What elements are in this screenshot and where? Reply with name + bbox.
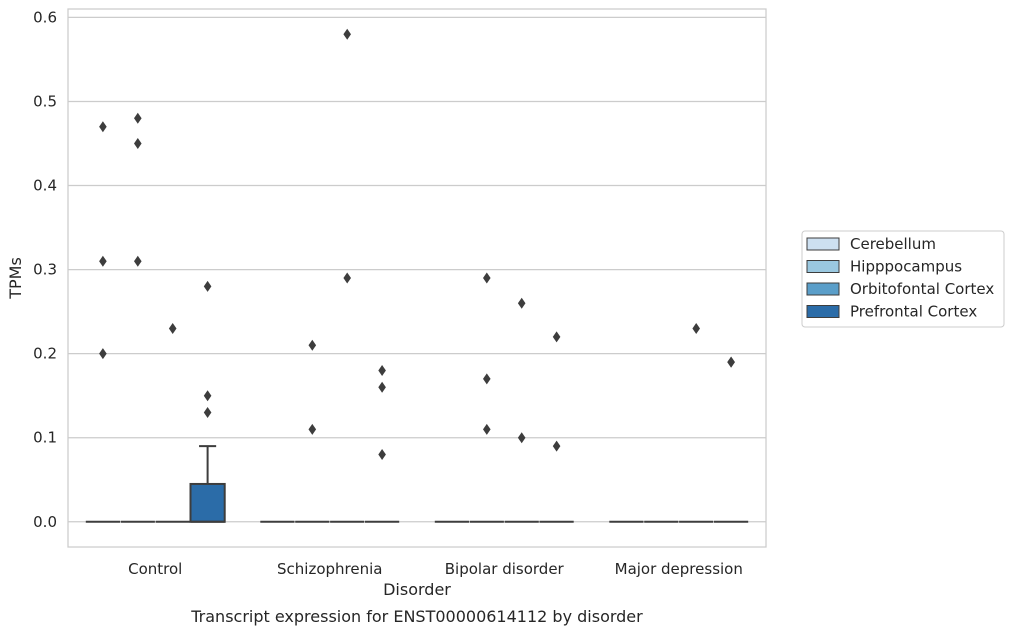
outlier-point xyxy=(343,272,351,284)
y-axis-title: TPMs xyxy=(6,257,25,300)
legend-label: Cerebellum xyxy=(850,235,936,253)
chart-caption: Transcript expression for ENST0000061411… xyxy=(190,607,643,626)
legend-swatch xyxy=(806,237,840,251)
y-tick-label: 0.0 xyxy=(33,513,57,531)
legend-swatch xyxy=(806,282,840,296)
x-tick-label: Schizophrenia xyxy=(277,560,382,578)
legend-label: Hipppocampus xyxy=(850,258,962,276)
grid-layer xyxy=(68,16,766,523)
outlier-point xyxy=(203,280,212,292)
outlier-point xyxy=(378,364,386,376)
legend-swatch xyxy=(806,260,840,273)
outlier-point xyxy=(134,138,142,149)
legend-label: Prefrontal Cortex xyxy=(850,303,977,321)
box-body xyxy=(189,482,226,523)
box-group xyxy=(330,28,365,523)
y-tick-label: 0.2 xyxy=(33,345,57,363)
outlier-point xyxy=(552,331,561,343)
y-tick-label: 0.5 xyxy=(33,92,57,110)
outlier-point xyxy=(483,423,491,435)
outlier-point xyxy=(378,381,386,393)
outlier-point xyxy=(134,255,142,267)
y-tick-label: 0.6 xyxy=(33,8,57,26)
outlier-point xyxy=(517,432,526,444)
box-group xyxy=(469,272,504,523)
plot-frame xyxy=(67,8,767,548)
outlier-point xyxy=(343,28,351,40)
outlier-point xyxy=(99,255,107,267)
box-group xyxy=(504,297,539,523)
outlier-point xyxy=(692,322,700,334)
outlier-point xyxy=(378,449,386,461)
outlier-point xyxy=(168,322,177,334)
axis-layer: 0.0 0.1 0.2 0.3 0.4 0.5 0.6 Control Schizophreni… xyxy=(33,8,743,578)
outlier-point xyxy=(203,407,212,418)
outlier-point xyxy=(483,272,491,284)
outlier-point xyxy=(552,440,561,452)
box-group xyxy=(189,280,226,523)
y-tick-label: 0.3 xyxy=(33,261,57,279)
box-group xyxy=(155,322,190,523)
y-tick-label: 0.1 xyxy=(33,429,57,447)
box-group xyxy=(539,331,574,523)
legend-items: Cerebellum Hipppocampus Orbitofontal Corte… xyxy=(806,235,994,321)
legend: Cerebellum Hipppocampus Orbitofontal Corte… xyxy=(801,230,1005,328)
legend-frame xyxy=(801,230,1005,328)
x-axis-title: Disorder xyxy=(383,580,451,599)
outlier-point xyxy=(308,423,317,435)
outlier-point xyxy=(203,390,212,402)
marks-layer xyxy=(85,28,749,523)
y-tick-label: 0.4 xyxy=(33,177,57,195)
box-group xyxy=(364,364,400,523)
x-tick-label: Bipolar disorder xyxy=(445,560,565,578)
outlier-point xyxy=(517,297,526,309)
box-group xyxy=(85,121,121,523)
outlier-point xyxy=(483,373,491,385)
box-group xyxy=(120,112,155,523)
outlier-point xyxy=(99,348,107,360)
outlier-point xyxy=(134,112,142,124)
outlier-point xyxy=(99,121,107,133)
box-group xyxy=(295,339,330,523)
box-group xyxy=(713,356,749,523)
legend-swatch xyxy=(806,305,840,318)
x-tick-label: Control xyxy=(128,560,182,578)
legend-label: Orbitofontal Cortex xyxy=(850,280,994,298)
box-group xyxy=(679,322,714,523)
outlier-point xyxy=(727,356,735,368)
x-tick-label: Major depression xyxy=(615,560,743,578)
outlier-point xyxy=(308,339,317,351)
